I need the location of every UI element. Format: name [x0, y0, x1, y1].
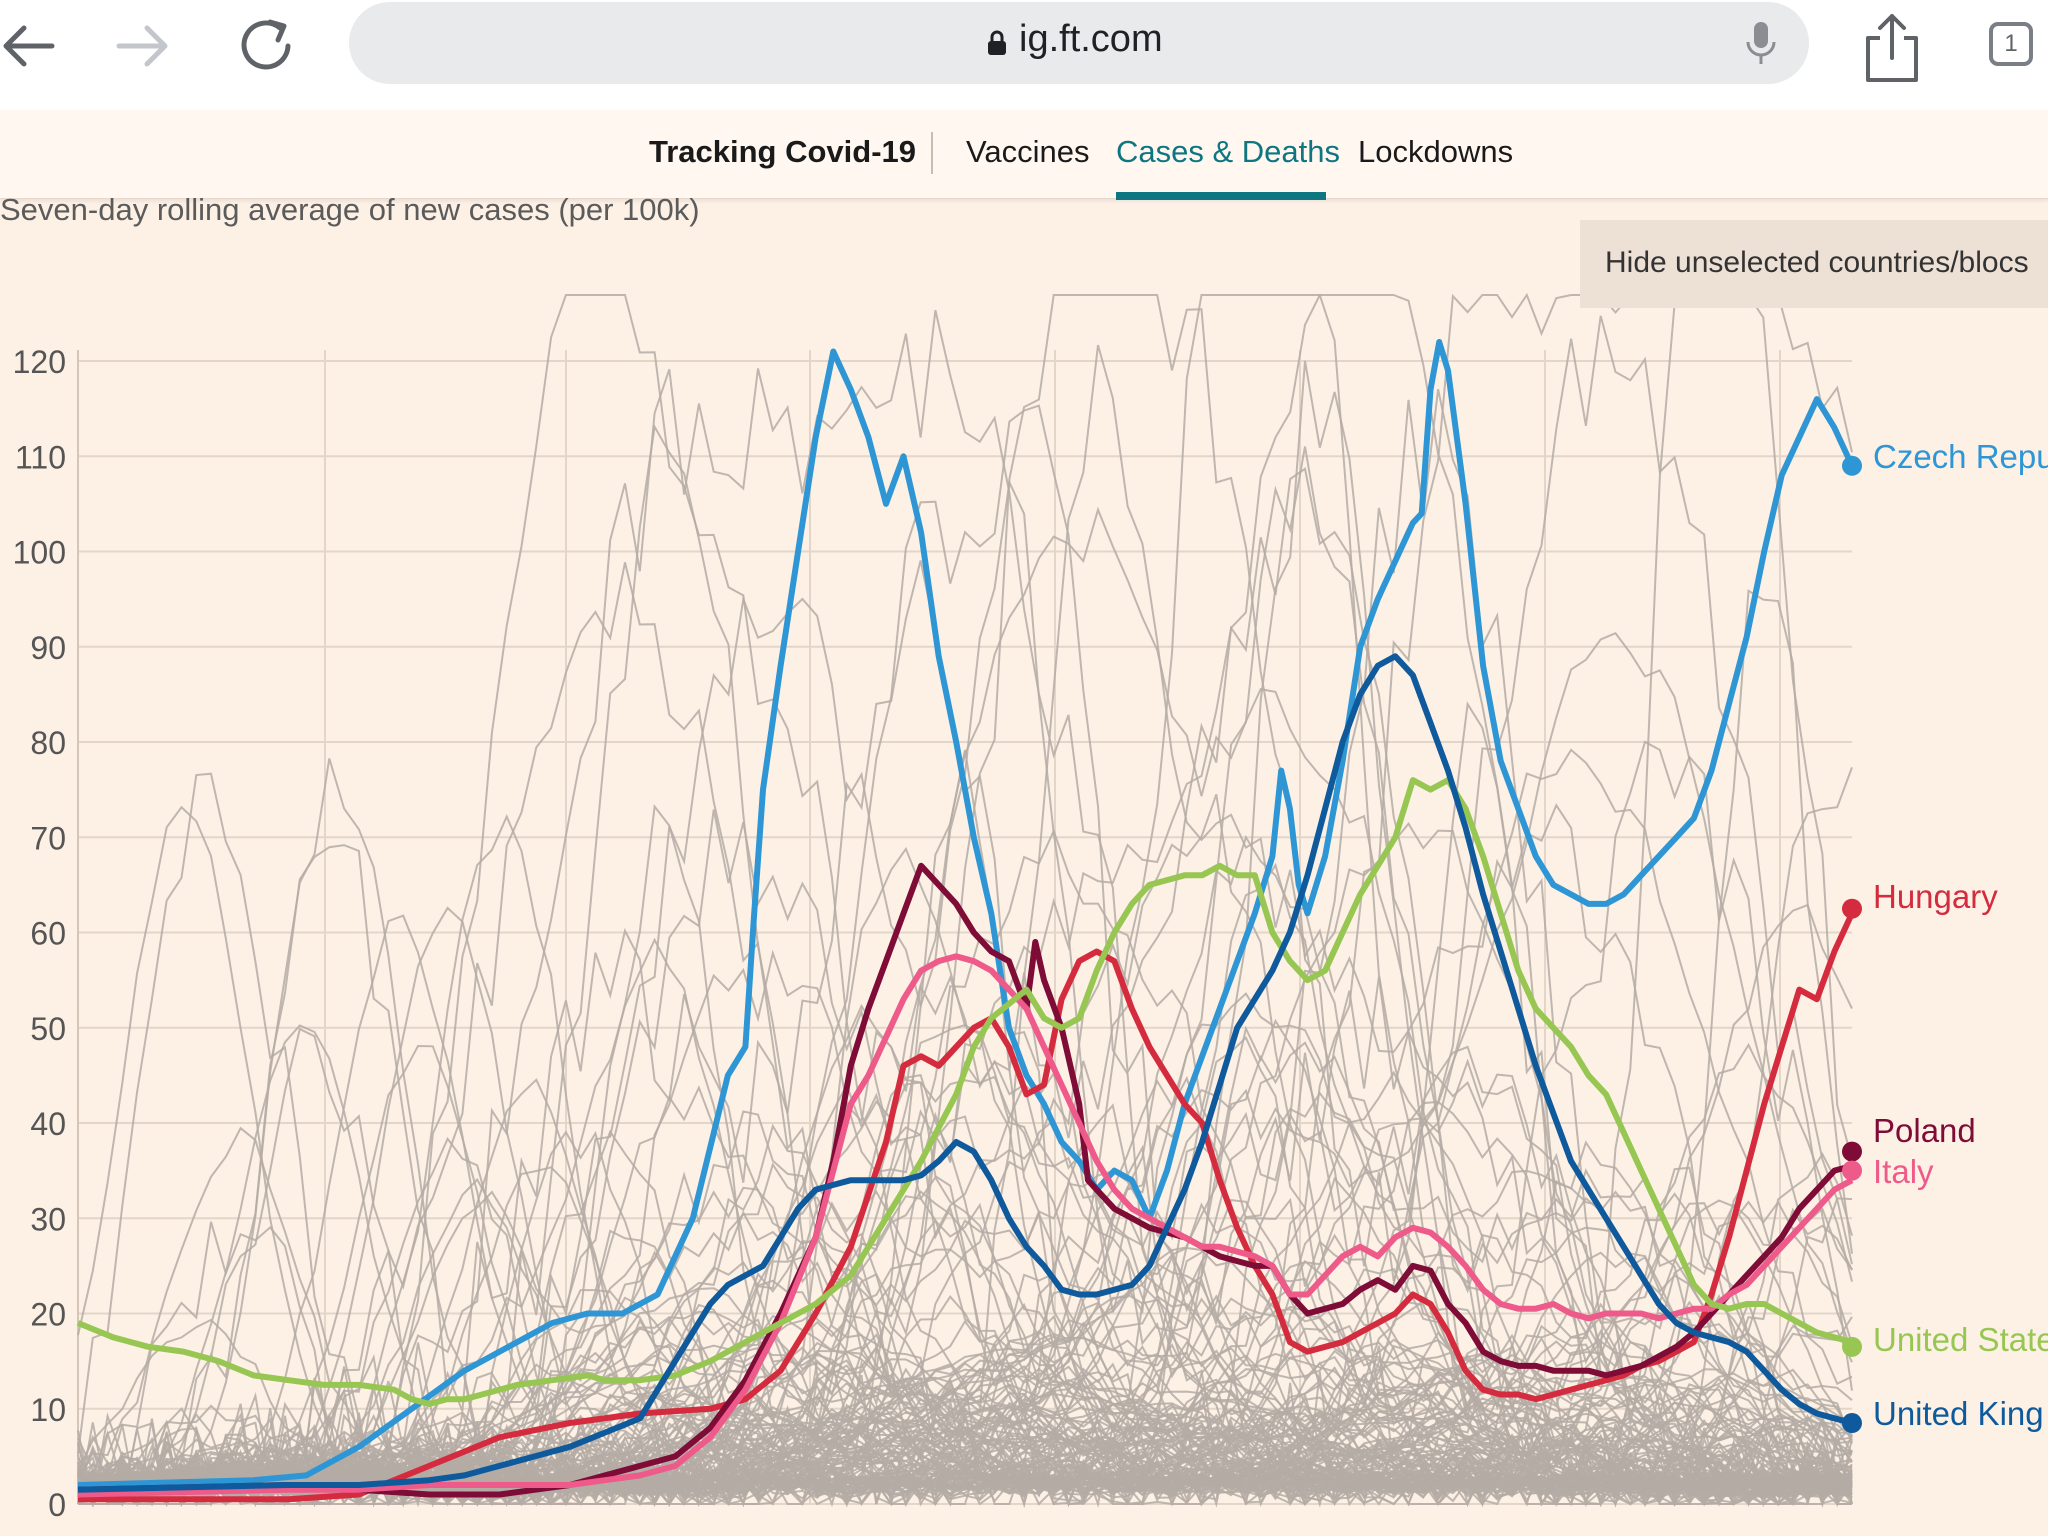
- unselected-country-line: [77, 1024, 1853, 1499]
- chart-grid: [77, 350, 1852, 1505]
- y-tick-label: 80: [30, 725, 66, 761]
- series-labels: Czech Repu Hungary Poland Italy United State…: [1842, 438, 2048, 1434]
- series-label-united-states: United State: [1873, 1321, 2048, 1358]
- series-label-united-kingdom: United King: [1873, 1395, 2044, 1432]
- y-tick-label: 10: [30, 1392, 66, 1428]
- unselected-country-line: [77, 1402, 1853, 1498]
- series-label-italy: Italy: [1873, 1153, 1934, 1190]
- y-axis: 0 10 20 30 40 50 60 70 80 90 100 110 120: [13, 344, 66, 1523]
- series-end-marker-italy: [1842, 1160, 1862, 1181]
- series-label-czech-republic: Czech Repu: [1873, 438, 2048, 475]
- lock-icon: [988, 30, 1006, 55]
- address-bar[interactable]: ig.ft.com: [349, 2, 1809, 84]
- chart-subtitle: Seven-day rolling average of new cases (…: [0, 192, 700, 227]
- tab-count: 1: [1989, 22, 2033, 66]
- series-line-united-states: [76, 777, 1853, 1407]
- nav-brand: Tracking Covid-19: [649, 134, 917, 169]
- highlighted-series: [76, 339, 1855, 1503]
- tab-lockdowns[interactable]: Lockdowns: [1358, 134, 1514, 169]
- series-line-italy: [77, 953, 1854, 1498]
- unselected-country-line: [77, 748, 1853, 1507]
- y-tick-label: 100: [13, 535, 66, 571]
- microphone-icon[interactable]: [1743, 20, 1779, 68]
- tab-cases-deaths[interactable]: Cases & Deaths: [1116, 134, 1340, 169]
- hide-unselected-button[interactable]: Hide unselected countries/blocs: [1580, 220, 2048, 308]
- active-tab-indicator: [1116, 192, 1326, 200]
- series-end-marker-hungary: [1842, 898, 1862, 919]
- y-tick-label: 40: [30, 1106, 66, 1142]
- unselected-country-line: [77, 1177, 1853, 1498]
- reload-icon[interactable]: [230, 10, 310, 80]
- y-tick-label: 120: [13, 344, 66, 380]
- tabs-icon[interactable]: 1: [1985, 18, 2041, 74]
- series-end-marker-czech-republic: [1842, 455, 1862, 476]
- unselected-country-line: [77, 562, 1853, 1508]
- nav-divider: [931, 132, 933, 174]
- unselected-country-line: [77, 309, 1853, 1507]
- unselected-country-line: [77, 1363, 1853, 1503]
- forward-arrow-icon[interactable]: [105, 10, 185, 80]
- series-end-marker-united-states: [1842, 1336, 1862, 1357]
- y-tick-label: 20: [30, 1297, 66, 1333]
- series-end-marker-poland: [1842, 1141, 1862, 1162]
- y-tick-label: 110: [15, 439, 66, 475]
- y-tick-label: 90: [30, 630, 66, 666]
- series-line-hungary: [78, 912, 1855, 1503]
- y-tick-label: 60: [30, 916, 66, 952]
- site-nav: Tracking Covid-19 Vaccines Cases & Death…: [0, 110, 2048, 200]
- back-arrow-icon[interactable]: [0, 10, 80, 80]
- y-tick-label: 70: [30, 820, 66, 856]
- series-label-hungary: Hungary: [1873, 878, 1998, 915]
- series-line-czech-republic: [77, 339, 1855, 1488]
- browser-toolbar: ig.ft.com 1: [0, 0, 2048, 111]
- y-tick-label: 0: [48, 1487, 66, 1523]
- y-tick-label: 50: [30, 1011, 66, 1047]
- url-text: ig.ft.com: [1019, 18, 1163, 60]
- y-tick-label: 30: [30, 1201, 66, 1237]
- series-label-poland: Poland: [1873, 1112, 1976, 1149]
- series-line-united-kingdom: [77, 653, 1853, 1493]
- series-end-marker-united-kingdom: [1842, 1413, 1862, 1434]
- unselected-country-line: [77, 344, 1853, 1508]
- share-icon[interactable]: [1860, 10, 1924, 84]
- tab-vaccines[interactable]: Vaccines: [966, 134, 1090, 169]
- unselected-country-line: [77, 294, 1852, 1508]
